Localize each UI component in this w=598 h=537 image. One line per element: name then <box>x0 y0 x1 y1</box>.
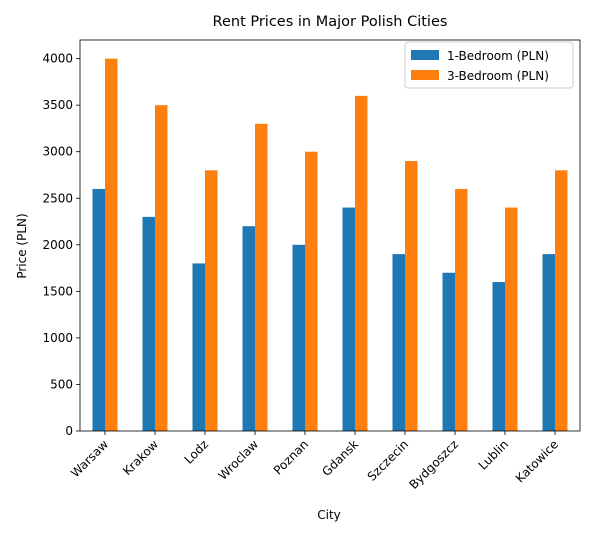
x-tick-label-bydgoszcz: Bydgoszcz <box>406 437 461 492</box>
y-axis-label: Price (PLN) <box>15 213 29 278</box>
x-tick-label-lodz: Lodz <box>182 437 212 467</box>
y-tick-label: 1500 <box>42 284 73 298</box>
bar-1-bedroom-katowice <box>543 254 556 431</box>
y-tick-label: 0 <box>65 424 73 438</box>
legend-label-3-bedroom: 3-Bedroom (PLN) <box>447 69 549 83</box>
bar-3-bedroom-katowice <box>555 170 568 431</box>
bar-3-bedroom-szczecin <box>405 161 418 431</box>
bar-1-bedroom-krakow <box>143 217 156 431</box>
bar-1-bedroom-bydgoszcz <box>443 273 456 431</box>
bar-3-bedroom-krakow <box>155 105 168 431</box>
x-tick-label-wroclaw: Wroclaw <box>216 437 262 483</box>
y-tick-label: 2500 <box>42 191 73 205</box>
bar-3-bedroom-poznan <box>305 152 318 431</box>
plot-area: 0 500 1000 1500 2000 2500 3000 3500 4000 Warsaw Kr… <box>42 40 580 492</box>
legend: 1-Bedroom (PLN) 3-Bedroom (PLN) <box>405 42 573 88</box>
legend-swatch-1-bedroom <box>411 50 439 60</box>
x-tick-label-szczecin: Szczecin <box>365 437 411 483</box>
bar-3-bedroom-bydgoszcz <box>455 189 468 431</box>
bar-3-bedroom-gdansk <box>355 96 368 431</box>
x-tick-label-lublin: Lublin <box>476 437 511 472</box>
y-tick-label: 3500 <box>42 98 73 112</box>
legend-swatch-3-bedroom <box>411 70 439 80</box>
bar-1-bedroom-warsaw <box>93 189 106 431</box>
y-tick-label: 4000 <box>42 52 73 66</box>
x-tick-label-krakow: Krakow <box>120 437 161 478</box>
x-tick-label-poznan: Poznan <box>271 437 311 477</box>
y-tick-label: 3000 <box>42 145 73 159</box>
bar-1-bedroom-lublin <box>493 282 506 431</box>
y-tick-label: 500 <box>50 377 73 391</box>
bar-1-bedroom-poznan <box>293 245 306 431</box>
chart-title: Rent Prices in Major Polish Cities <box>213 14 448 30</box>
x-tick-label-katowice: Katowice <box>513 437 561 485</box>
bar-1-bedroom-gdansk <box>343 208 356 431</box>
bar-1-bedroom-szczecin <box>393 254 406 431</box>
x-axis-label: City <box>317 508 341 522</box>
y-tick-label: 1000 <box>42 331 73 345</box>
legend-label-1-bedroom: 1-Bedroom (PLN) <box>447 49 549 63</box>
x-tick-label-gdansk: Gdansk <box>319 437 361 479</box>
bar-1-bedroom-wroclaw <box>243 226 256 431</box>
bar-3-bedroom-warsaw <box>105 59 118 431</box>
bar-3-bedroom-wroclaw <box>255 124 268 431</box>
bar-3-bedroom-lublin <box>505 208 518 431</box>
bar-3-bedroom-lodz <box>205 170 218 431</box>
x-tick-label-warsaw: Warsaw <box>68 437 111 480</box>
bar-1-bedroom-lodz <box>193 263 206 431</box>
y-tick-label: 2000 <box>42 238 73 252</box>
